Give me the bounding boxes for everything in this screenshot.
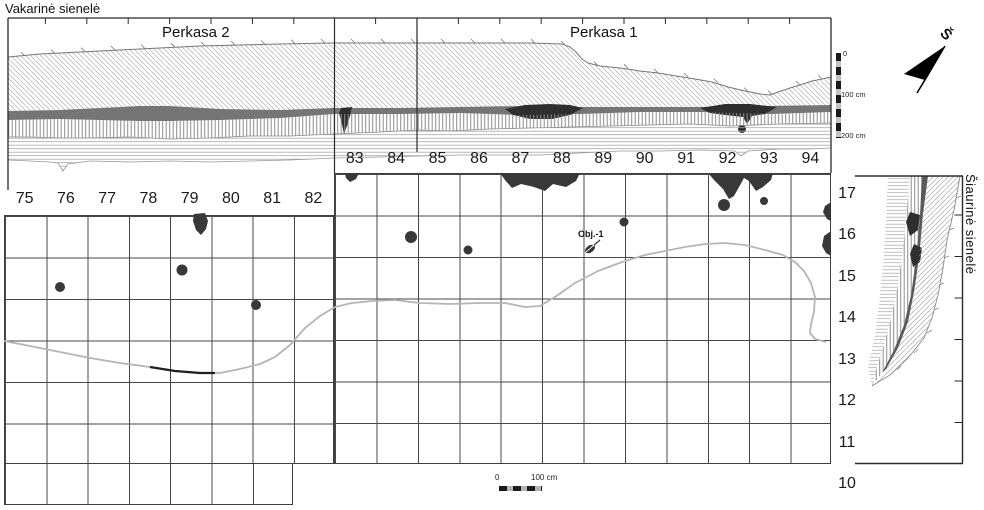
- depth-scale-100: 100 cm: [841, 90, 866, 99]
- north-diagonal-edge: [871, 175, 961, 387]
- row-label-10: 10: [838, 475, 856, 493]
- find-blob-79: [193, 213, 208, 235]
- plan-grid-left-bottom-row: [4, 463, 293, 505]
- find-dot: [619, 217, 629, 227]
- north-dark-band: [882, 176, 928, 373]
- west-wall-title: Vakarinė sienelė: [5, 1, 101, 16]
- object-1-label: Obj.-1: [578, 229, 604, 239]
- depth-scale-200: 200 cm: [841, 131, 866, 140]
- find-dot: [176, 264, 188, 276]
- striped-layer: [8, 123, 831, 171]
- feature-blob-83: [345, 173, 359, 182]
- col-label-94: 94: [801, 150, 820, 167]
- north-diagonal-band: [872, 176, 960, 386]
- col-label-88: 88: [552, 150, 571, 167]
- plan-scale-zero: 0: [495, 473, 500, 482]
- col-label-83: 83: [345, 150, 364, 167]
- col-label-82: 82: [304, 190, 323, 207]
- excavation-edge-dark-segment: [149, 365, 215, 375]
- col-label-81: 81: [263, 190, 282, 207]
- row-label-16: 16: [838, 226, 856, 244]
- column-labels-75-82: 75 76 77 78 79 80 81 82: [4, 190, 334, 207]
- vertical-hatch-layer: [8, 112, 831, 139]
- find-dot: [718, 199, 730, 211]
- column-labels-83-94: 83 84 85 86 87 88 89 90 91 92 93 94: [334, 150, 831, 167]
- object-1-marker: [585, 239, 601, 254]
- row-label-11: 11: [838, 433, 856, 451]
- north-edge-ticks: [896, 195, 962, 371]
- col-label-89: 89: [594, 150, 613, 167]
- find-dot: [405, 231, 417, 243]
- find-dot: [760, 197, 768, 205]
- north-feature-blob-1: [906, 212, 920, 236]
- striped-layer-boundary: [7, 147, 832, 172]
- col-label-92: 92: [718, 150, 737, 167]
- col-label-77: 77: [98, 190, 117, 207]
- trench-divider-lines: [333, 18, 418, 173]
- row-label-12: 12: [838, 392, 856, 410]
- plan-grid-left: [4, 214, 334, 464]
- find-dot: [251, 300, 261, 310]
- depth-scale-0: 0: [843, 49, 848, 58]
- depth-scale-bar: [836, 53, 841, 138]
- north-profile-drawing: [855, 175, 964, 465]
- north-arrow-dark-half: [904, 46, 945, 80]
- north-frame-ticks: [954, 214, 963, 424]
- col-label-76: 76: [56, 190, 75, 207]
- col-label-80: 80: [221, 190, 240, 207]
- col-label-79: 79: [180, 190, 199, 207]
- surface-line: [7, 42, 832, 96]
- col-label-84: 84: [387, 150, 406, 167]
- col-label-75: 75: [15, 190, 34, 207]
- col-label-78: 78: [139, 190, 158, 207]
- feature-blob-edge-2: [822, 231, 831, 256]
- find-dot: [55, 282, 65, 292]
- trench1-label: Perkasa 1: [570, 24, 638, 41]
- col-label-87: 87: [511, 150, 530, 167]
- row-labels-17-10: 17 16 15 14 13 12 11 10: [834, 173, 860, 505]
- dark-layer-band: [8, 105, 831, 121]
- north-arrow: [904, 45, 946, 94]
- find-dot: [463, 245, 473, 255]
- profile-top-ticks: [44, 18, 791, 24]
- excavation-edge-curve: [3, 242, 827, 374]
- col-label-85: 85: [428, 150, 447, 167]
- col-label-93: 93: [760, 150, 778, 167]
- trench2-label: Perkasa 2: [162, 24, 230, 41]
- col-label-86: 86: [470, 150, 488, 167]
- row-label-13: 13: [838, 350, 856, 368]
- col-label-90: 90: [635, 150, 654, 167]
- north-wall-title: Šiaurinė sienelė: [963, 174, 978, 275]
- plan-scale-hundred: 100 cm: [531, 473, 558, 482]
- row-label-15: 15: [838, 267, 856, 285]
- profile-frame: [7, 17, 832, 190]
- topsoil-layer: [8, 43, 831, 112]
- col-label-91: 91: [677, 150, 695, 167]
- feature-blob-edge-1: [823, 202, 831, 221]
- north-striped-band: [868, 176, 910, 386]
- turf-ticks: [20, 38, 823, 95]
- plan-scale-bar: [499, 486, 542, 491]
- west-profile-drawing: [7, 17, 832, 190]
- feature-blob-92-93: [708, 173, 773, 199]
- row-label-14: 14: [838, 309, 856, 327]
- north-profile-frame: [855, 175, 964, 465]
- feature-blob-87-88: [500, 173, 580, 191]
- row-label-17: 17: [838, 184, 856, 202]
- north-arrow-light-half: [916, 45, 946, 94]
- plan-grid-middle: [334, 173, 831, 464]
